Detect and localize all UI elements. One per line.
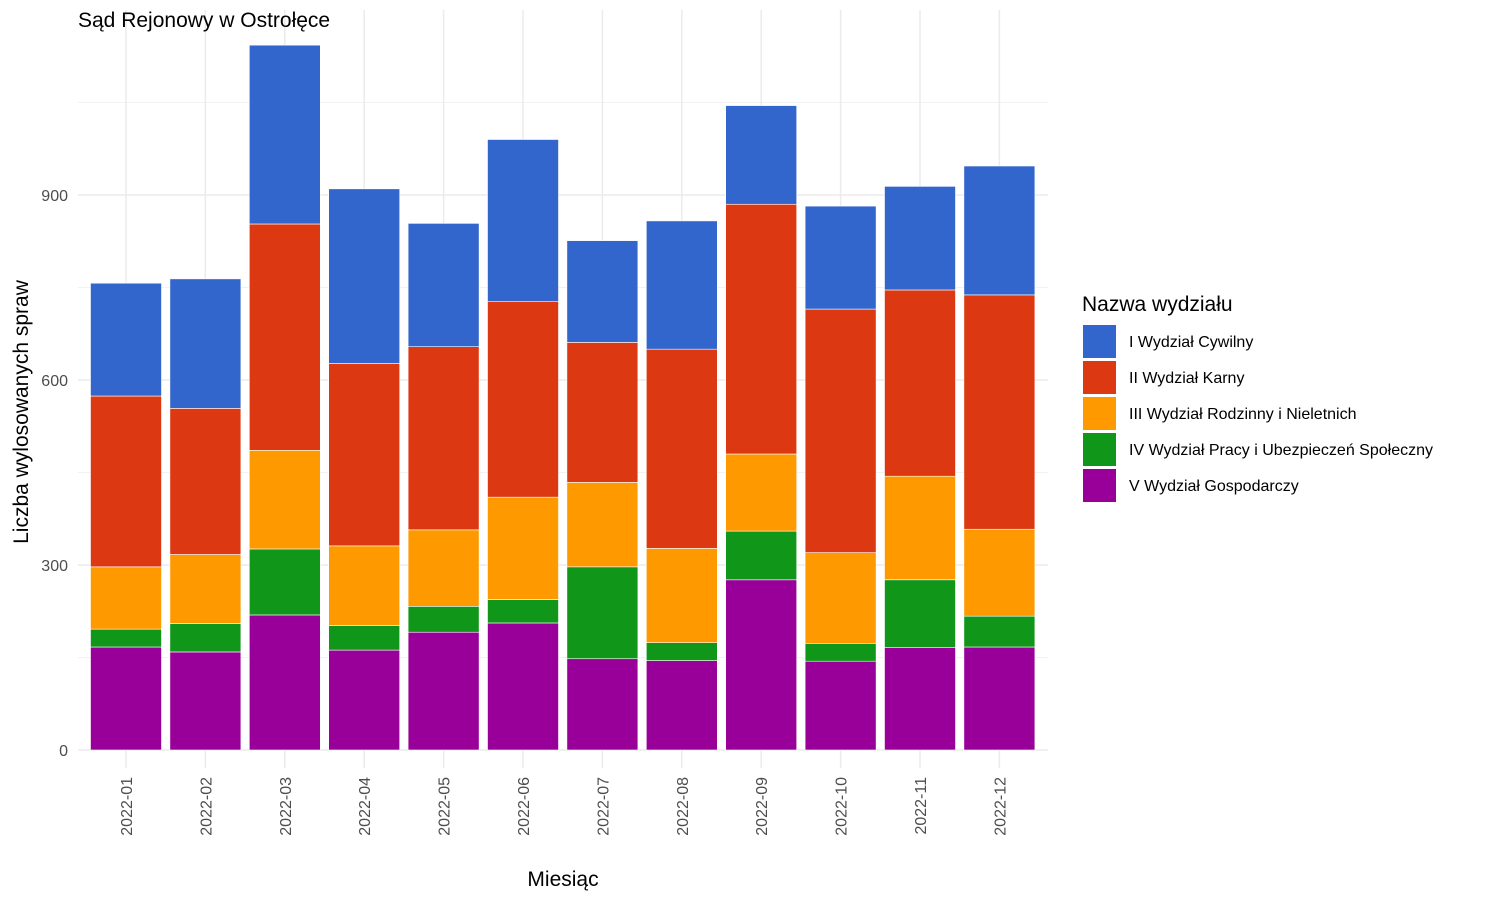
legend-swatch — [1083, 361, 1116, 394]
bar-segment — [804, 643, 877, 662]
x-tick-label: 2022-09 — [754, 777, 771, 836]
bar-segment — [963, 615, 1036, 648]
bar-segment — [645, 348, 718, 549]
bar-segment — [645, 660, 718, 751]
x-tick-label: 2022-04 — [357, 777, 374, 836]
bar-segment — [566, 482, 639, 568]
bar-segment — [249, 44, 321, 225]
bar-segment — [328, 649, 401, 751]
bar-segment — [804, 660, 877, 751]
x-tick-label: 2022-06 — [516, 777, 533, 836]
y-tick-label: 300 — [41, 558, 68, 575]
bar-segment — [249, 614, 321, 751]
y-tick-label: 900 — [41, 188, 68, 205]
bar-segment — [169, 278, 242, 409]
legend-label: IV Wydział Pracy i Ubezpieczeń Społeczny — [1129, 442, 1433, 459]
bar-segment — [725, 530, 798, 581]
bar-segment — [884, 289, 956, 477]
bar-segment — [487, 496, 559, 600]
bar-segment — [963, 646, 1036, 751]
legend-title: Nazwa wydziału — [1082, 293, 1233, 316]
legend-label: V Wydział Gospodarczy — [1129, 478, 1299, 495]
bar-segment — [90, 395, 162, 568]
legend-swatch — [1083, 433, 1116, 466]
bar-segment — [566, 240, 639, 343]
bar-segment — [487, 301, 559, 498]
bar-segment — [487, 139, 559, 302]
bar-segment — [884, 647, 956, 751]
bar-segment — [645, 642, 718, 661]
bar-segment — [566, 566, 639, 660]
legend-swatch — [1083, 469, 1116, 502]
x-tick-label: 2022-12 — [992, 777, 1009, 836]
y-tick-label: 600 — [41, 373, 68, 390]
x-tick-label: 2022-07 — [595, 777, 612, 836]
bar-segment — [169, 554, 242, 624]
bar-segment — [725, 203, 798, 455]
x-tick-label: 2022-10 — [834, 777, 851, 836]
bar-segment — [725, 579, 798, 751]
x-tick-label: 2022-01 — [119, 777, 136, 836]
bar-segment — [249, 548, 321, 616]
bar-segment — [566, 658, 639, 751]
bar-segment — [804, 205, 877, 310]
bar-segment — [407, 529, 480, 607]
legend-label: I Wydział Cywilny — [1129, 334, 1253, 351]
bar-segment — [328, 188, 401, 364]
legend-swatch — [1083, 397, 1116, 430]
legend-label: II Wydział Karny — [1129, 370, 1244, 387]
y-tick-label: 0 — [59, 743, 68, 760]
bar-segment — [645, 220, 718, 350]
bar-segment — [328, 545, 401, 626]
legend: Nazwa wydziału I Wydział Cywilny II Wydzi… — [1082, 293, 1433, 502]
bar-segment — [884, 579, 956, 648]
bar-segment — [249, 223, 321, 451]
x-tick-label: 2022-03 — [278, 777, 295, 836]
x-axis-title: Miesiąc — [527, 868, 598, 891]
bars — [90, 44, 1036, 751]
bar-segment — [725, 105, 798, 205]
bar-segment — [328, 363, 401, 547]
bar-segment — [407, 631, 480, 751]
bar-segment — [90, 282, 162, 397]
legend-label: III Wydział Rodzinny i Nieletnich — [1129, 406, 1357, 423]
bar-segment — [407, 223, 480, 348]
x-tick-label: 2022-11 — [913, 777, 930, 835]
bar-segment — [804, 552, 877, 644]
x-axis-ticks: 2022-01 2022-02 2022-03 2022-04 2022-05 2022-… — [119, 777, 1009, 836]
chart-title: Sąd Rejonowy w Ostrołęce — [78, 9, 330, 32]
bar-segment — [804, 308, 877, 553]
bar-segment — [90, 566, 162, 630]
bar-segment — [963, 528, 1036, 617]
bar-segment — [169, 408, 242, 555]
y-axis-title: Liczba wylosowanych spraw — [10, 279, 33, 544]
bar-segment — [487, 599, 559, 624]
bar-segment — [249, 449, 321, 550]
bar-segment — [90, 628, 162, 648]
x-tick-label: 2022-08 — [675, 777, 692, 836]
bar-segment — [487, 622, 559, 751]
bar-segment — [963, 165, 1036, 296]
x-tick-label: 2022-02 — [198, 777, 215, 836]
x-tick-label: 2022-05 — [437, 777, 454, 836]
bar-segment — [884, 186, 956, 291]
y-axis-ticks: 0 300 600 900 — [41, 188, 68, 760]
bar-segment — [725, 453, 798, 532]
bar-segment — [407, 606, 480, 633]
legend-swatch — [1083, 325, 1116, 358]
bar-segment — [884, 475, 956, 581]
bar-segment — [566, 342, 639, 483]
bar-segment — [169, 651, 242, 751]
bar-segment — [407, 346, 480, 531]
bar-segment — [963, 294, 1036, 530]
bar-segment — [90, 646, 162, 751]
bar-segment — [645, 548, 718, 643]
bar-segment — [169, 623, 242, 653]
bar-segment — [328, 625, 401, 651]
